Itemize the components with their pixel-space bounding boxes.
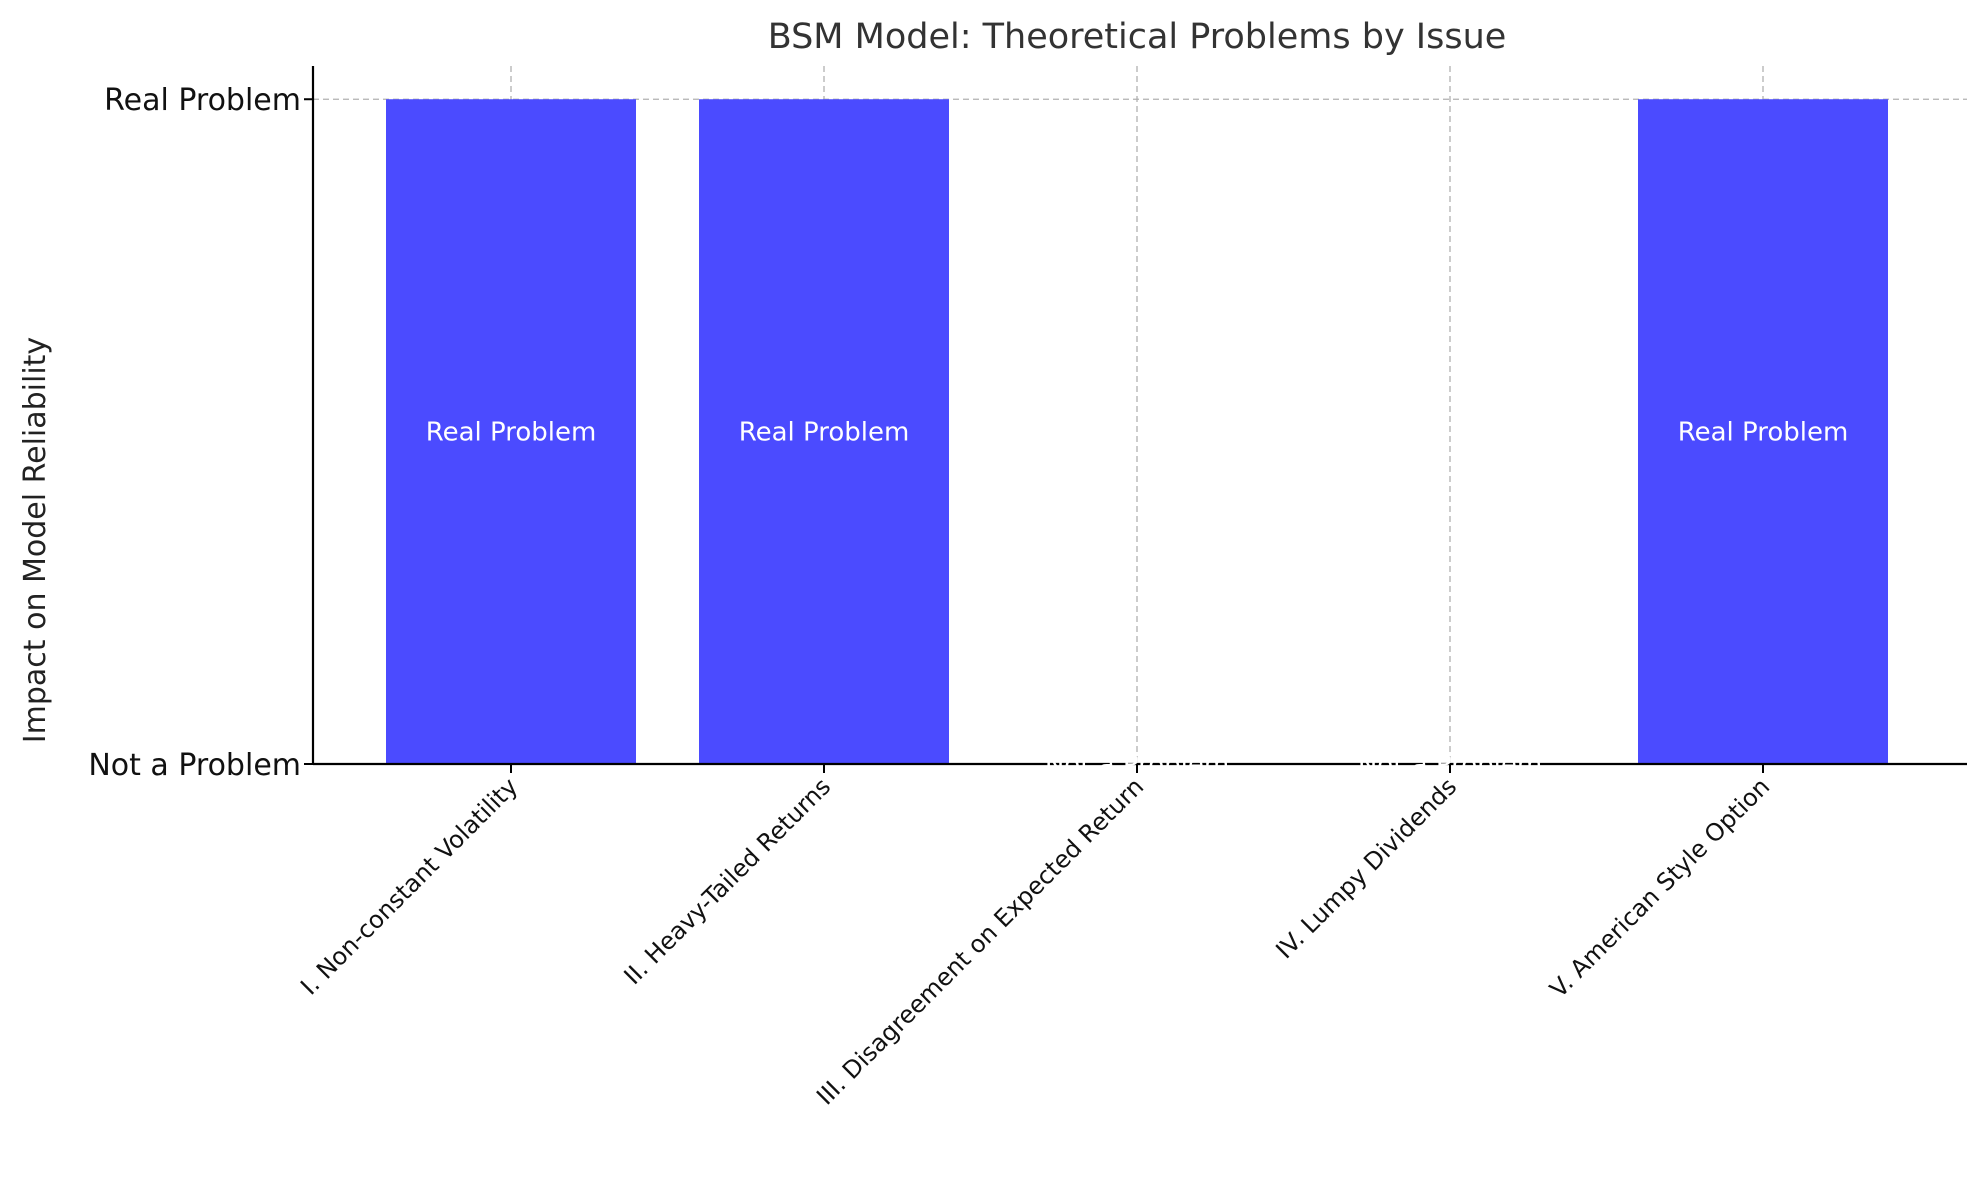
bar-label: Real Problem: [739, 418, 910, 448]
chart-title: BSM Model: Theoretical Problems by Issue: [768, 17, 1507, 57]
bar: [386, 99, 636, 764]
y-tick-label: Real Problem: [104, 83, 301, 118]
bar-label: Not a Problem: [1358, 750, 1542, 780]
x-tick-label: V. American Style Option: [1544, 772, 1775, 1003]
x-tick-label: II. Heavy-Tailed Returns: [619, 772, 837, 990]
bar: [699, 99, 949, 764]
bar-label: Real Problem: [1678, 418, 1849, 448]
x-tick-label: I. Non-constant Volatility: [295, 772, 523, 1000]
x-tick-label: IV. Lumpy Dividends: [1270, 772, 1462, 964]
y-axis-label: Impact on Model Reliability: [18, 337, 53, 743]
bar-label: Not a Problem: [1045, 750, 1229, 780]
bar: [1638, 99, 1888, 764]
labels-layer: Real Problem Real Problem Not a Problem Not…: [426, 418, 1849, 780]
x-tick-label: III. Disagreement on Expected Return: [811, 772, 1149, 1110]
y-tick-label: Not a Problem: [88, 748, 301, 783]
bar-label: Real Problem: [426, 418, 597, 448]
bars-layer: [386, 99, 1888, 764]
